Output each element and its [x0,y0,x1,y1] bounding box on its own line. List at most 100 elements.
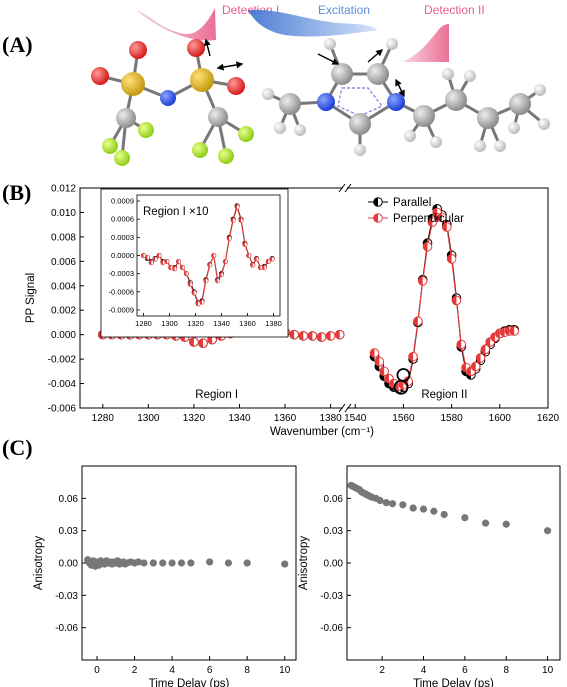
inset-y-tick-label: 0.0003 [111,233,134,242]
y-tick-label: 0.03 [324,526,344,537]
marker-fill [399,380,404,390]
inset-data-point [257,265,264,271]
inset-data-point [152,256,158,262]
x-tick-label: 1580 [440,413,463,424]
y-tick-label: 0.004 [51,281,76,292]
x-tick-label: 1360 [274,413,297,424]
inset-data-point [246,252,252,259]
inset-data-point [254,256,260,262]
data-point [430,507,438,515]
vibration-arrows-cation [317,49,405,98]
marker-fill [203,278,206,284]
y-tick-label: -0.002 [48,355,77,366]
marker-fill [223,259,226,264]
data-point [159,559,167,567]
marker-fill [262,265,265,270]
axis-break-slash [338,183,346,193]
marker-fill [270,256,273,262]
x-axis-title: Time Delay (ps) [149,678,230,687]
data-point [475,353,486,363]
marker-fill [141,253,144,258]
data-point [417,276,428,286]
marker-fill [428,217,433,227]
marker-fill [250,262,253,268]
marker-fill [164,259,167,264]
marker-fill [461,363,467,372]
marker-fill [373,197,378,207]
panel-a-label: (A) [2,32,33,57]
data-point [307,331,318,341]
y-tick-label: 0.010 [51,208,76,219]
x-tick-label: 1560 [392,413,415,424]
marker-fill [490,332,495,342]
inset-data-point [211,252,217,259]
x-tick-label: 1300 [137,413,160,424]
marker-fill [242,242,245,247]
y-tick-label: 0.00 [59,559,79,570]
inset-data-point [242,242,248,248]
x-tick-label: 10 [279,665,291,676]
marker-fill [180,265,183,270]
marker-fill [231,218,234,223]
x-tick-label: 4 [421,665,427,676]
marker-fill [442,222,447,232]
marker-fill [471,362,476,371]
axis-break-slash [344,403,352,413]
chart-c-left: 0.06 0.03 0.00 -0.03 -0.06 0 2 4 6 8 10 Anisotropy T… [33,465,297,687]
data-point [441,222,452,232]
inset-x-tick-label: 1320 [187,319,204,328]
data-point [437,212,447,223]
marker-fill [192,290,195,296]
marker-fill [308,331,313,341]
marker-fill [145,255,148,260]
x-tick-label: 1340 [228,413,251,424]
x-tick-label: 8 [244,665,250,676]
marker-fill [246,253,249,258]
inset-y-tick-label: 0.0009 [111,197,134,206]
marker-fill [207,335,213,344]
inset-data-point [191,290,197,296]
legend-marker [373,213,383,223]
x-tick-label: 1380 [319,413,342,424]
marker-fill [266,259,269,264]
inset-data-point [183,271,189,277]
data-point [376,496,384,505]
data-point [140,559,148,567]
data-point [481,519,490,527]
data-point [177,559,186,567]
y-tick-label: 0.002 [51,306,76,317]
inset-data-point [203,278,209,284]
data-point [243,559,251,567]
marker-fill [432,208,438,217]
marker-fill [254,256,257,262]
inset-data-point [164,259,170,265]
y-tick-label: -0.06 [320,623,343,634]
marker-fill [289,330,295,339]
inset-data-point [148,260,154,266]
data-point [149,559,157,567]
inset-x-tick-label: 1300 [161,319,178,328]
inset-data-point [238,217,244,223]
data-point [198,338,208,349]
data-point [374,356,385,367]
marker-fill [481,345,486,354]
y-tick-label: 0.006 [51,257,76,268]
marker-fill [373,213,378,223]
y-tick-label: 0.012 [51,184,76,195]
marker-fill [509,326,515,336]
detection-2-pulse [402,24,449,62]
x-tick-label: 1280 [92,413,115,424]
imidazolium-cation-molecule [262,38,550,156]
x-tick-label: 1540 [344,413,367,424]
marker-fill [423,242,428,251]
data-point [419,505,428,513]
y-tick-label: 0.06 [324,494,344,505]
x-tick-label: 1620 [537,413,560,424]
inset-data-point [199,299,205,305]
marker-fill [172,266,175,272]
marker-fill [326,331,331,341]
y-tick-label: -0.03 [320,591,343,602]
legend: Parallel Perpendicular [368,197,464,225]
marker-fill [189,337,194,347]
inset-x-tick-label: 1380 [265,319,282,328]
